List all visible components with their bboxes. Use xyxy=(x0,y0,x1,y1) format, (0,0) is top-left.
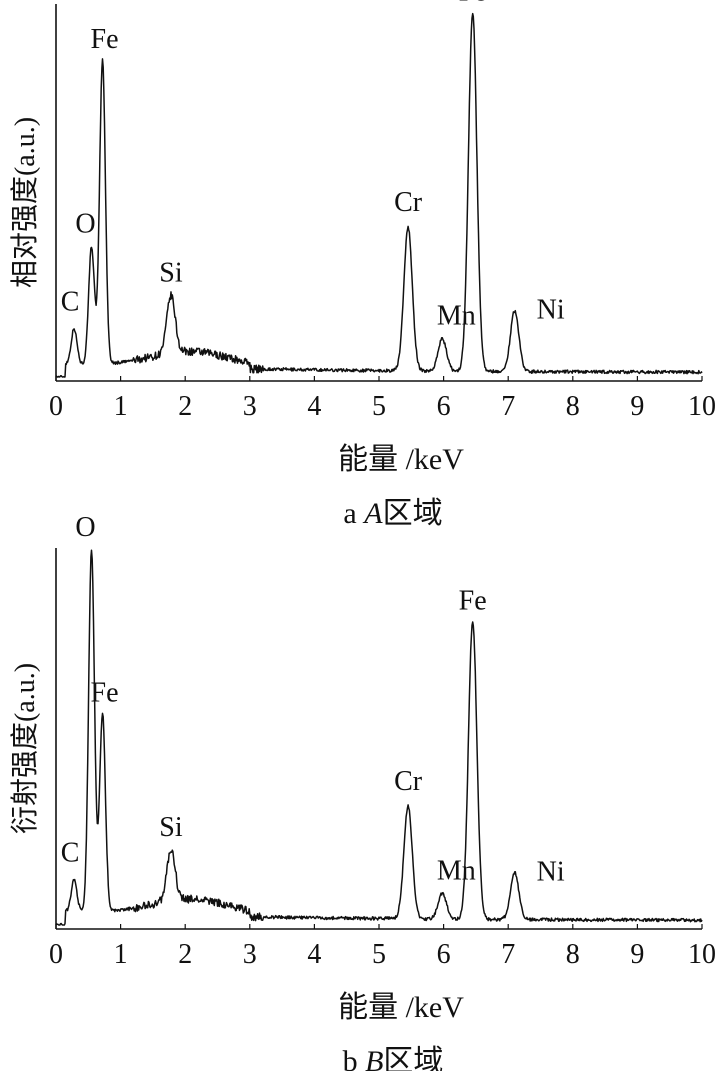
caption-suffix: 区域 xyxy=(383,497,443,530)
x-tick-label: 8 xyxy=(566,939,580,970)
x-tick-label: 5 xyxy=(372,391,386,422)
peak-label-fe: Fe xyxy=(91,678,119,709)
x-tick-label: 7 xyxy=(501,391,515,422)
x-tick-label: 4 xyxy=(307,939,321,970)
caption-prefix: a xyxy=(343,497,364,530)
x-tick-label: 8 xyxy=(566,391,580,422)
peak-label-mn: Mn xyxy=(437,301,476,332)
peak-label-fe: Fe xyxy=(459,586,487,617)
spectrum-line xyxy=(55,12,703,378)
x-tick-label: 0 xyxy=(49,391,63,422)
peak-label-o: O xyxy=(75,209,95,240)
peak-label-cr: Cr xyxy=(394,187,423,218)
x-tick-label: 9 xyxy=(630,391,644,422)
x-tick-label: 9 xyxy=(630,939,644,970)
peak-label-o: O xyxy=(75,512,95,543)
x-tick-label: 1 xyxy=(114,939,128,970)
x-tick-label: 10 xyxy=(688,391,716,422)
caption-region-letter: A xyxy=(362,497,383,530)
x-tick-label: 5 xyxy=(372,939,386,970)
y-axis-label: 衍射强度(a.u.) xyxy=(9,663,41,834)
x-tick-label: 7 xyxy=(501,939,515,970)
x-axis-label: 能量 /keV xyxy=(338,991,464,1024)
x-tick-label: 0 xyxy=(49,939,63,970)
x-tick-label: 3 xyxy=(243,391,257,422)
peak-label-c: C xyxy=(61,838,80,869)
spectrum-line xyxy=(55,549,703,926)
panel-caption: a A区域 xyxy=(343,497,442,530)
x-tick-label: 4 xyxy=(307,391,321,422)
x-tick-label: 2 xyxy=(178,391,192,422)
peak-label-fe: Fe xyxy=(91,24,119,55)
peak-label-si: Si xyxy=(159,812,183,843)
eds-panel-b: 0 1 2 3 4 5 6 7 8 9 10 C O Fe Si Cr Mn Fe Ni 能量 /keV 衍射强度(a.… xyxy=(9,512,716,1071)
peak-label-c: C xyxy=(61,286,80,317)
caption-region-letter: B xyxy=(365,1045,383,1071)
y-axis-label: 相对强度(a.u.) xyxy=(9,117,41,288)
peak-label-mn: Mn xyxy=(437,856,476,887)
peak-label-ni: Ni xyxy=(537,294,565,325)
caption-suffix: 区域 xyxy=(383,1045,443,1071)
x-tick-label: 2 xyxy=(178,939,192,970)
peak-label-cr: Cr xyxy=(394,766,423,797)
x-tick-label: 6 xyxy=(437,391,451,422)
x-tick-label: 3 xyxy=(243,939,257,970)
peak-label-ni: Ni xyxy=(537,856,565,887)
peak-label-fe: Fe xyxy=(459,0,487,7)
x-tick-label: 1 xyxy=(114,391,128,422)
caption-prefix: b xyxy=(343,1045,366,1071)
x-axis-label: 能量 /keV xyxy=(338,443,464,476)
panel-caption: b B区域 xyxy=(343,1045,444,1071)
eds-panel-a: 0 1 2 3 4 5 6 7 8 9 10 C O Fe Si Cr Mn Fe Ni 能量 /keV 相对强度(a.… xyxy=(9,0,716,530)
x-tick-label: 10 xyxy=(688,939,716,970)
peak-label-si: Si xyxy=(159,258,183,289)
x-tick-label: 6 xyxy=(437,939,451,970)
